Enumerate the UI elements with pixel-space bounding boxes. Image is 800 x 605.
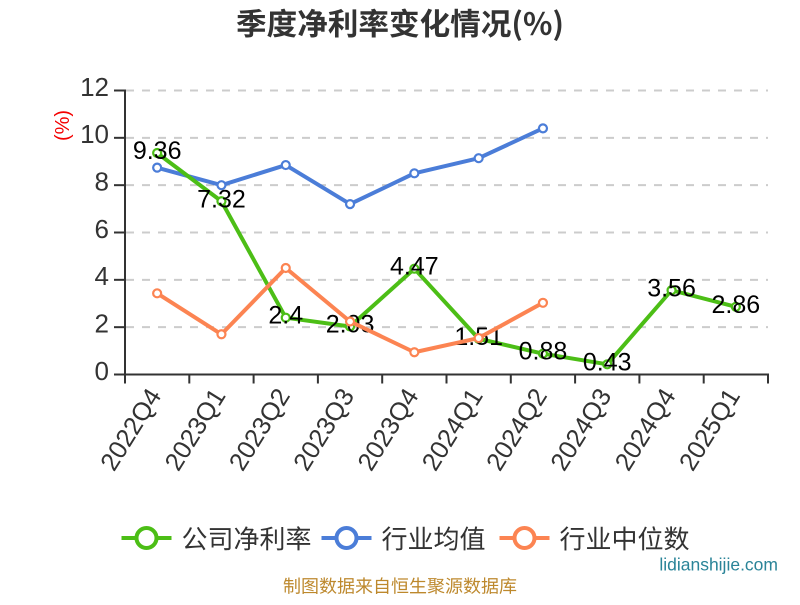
svg-text:(%): (%) bbox=[52, 110, 74, 141]
svg-text:lidianshijie.com: lidianshijie.com bbox=[659, 555, 778, 575]
svg-text:2: 2 bbox=[95, 308, 109, 338]
svg-text:2.4: 2.4 bbox=[268, 302, 303, 330]
svg-text:9.36: 9.36 bbox=[133, 137, 182, 165]
svg-text:0: 0 bbox=[95, 356, 109, 386]
svg-text:0.88: 0.88 bbox=[519, 338, 568, 366]
svg-text:12: 12 bbox=[80, 72, 109, 102]
svg-text:6: 6 bbox=[95, 214, 109, 244]
svg-text:2.86: 2.86 bbox=[712, 291, 761, 319]
svg-text:10: 10 bbox=[80, 119, 109, 149]
svg-text:8: 8 bbox=[95, 166, 109, 196]
svg-text:3.56: 3.56 bbox=[647, 274, 696, 302]
svg-text:0.43: 0.43 bbox=[583, 348, 632, 376]
svg-text:7.32: 7.32 bbox=[197, 185, 246, 213]
svg-text:4: 4 bbox=[95, 261, 109, 291]
svg-text:4.47: 4.47 bbox=[390, 253, 439, 281]
